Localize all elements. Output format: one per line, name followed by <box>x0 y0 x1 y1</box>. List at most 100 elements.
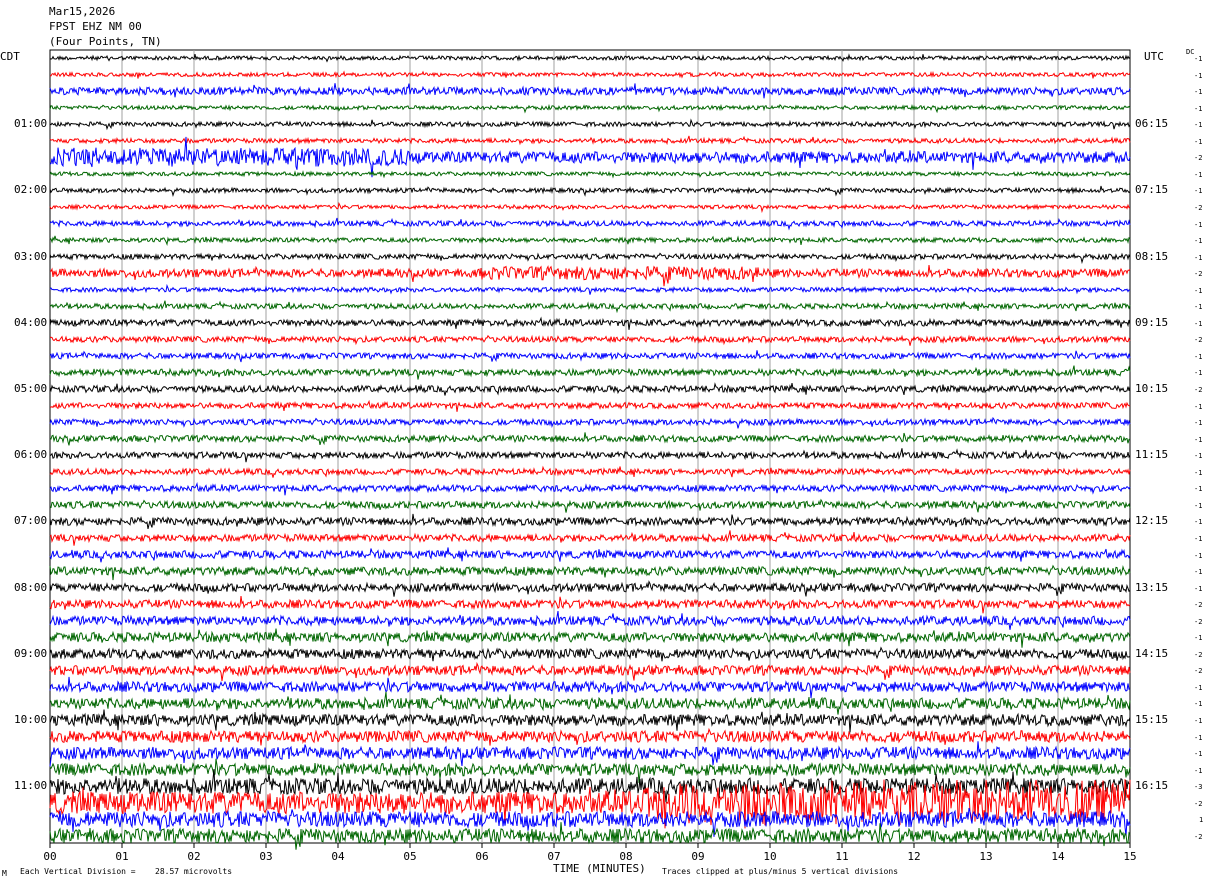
dc-offset-label: -1 <box>1194 485 1203 494</box>
scale-value: 28.57 microvolts <box>155 867 233 876</box>
trace-line <box>49 661 1131 681</box>
x-tick-label: 01 <box>115 850 128 863</box>
x-tick-label: 13 <box>979 850 992 863</box>
dc-offset-label: -2 <box>1194 650 1203 659</box>
x-tick-label: 11 <box>835 850 848 863</box>
x-tick-label: 05 <box>403 850 416 863</box>
trace-line <box>49 768 1130 803</box>
left-hour-label: 06:00 <box>14 448 48 462</box>
header-station: FPST EHZ NM 00 <box>49 20 142 33</box>
trace-line <box>49 564 1131 581</box>
x-tick-label: 14 <box>1051 850 1065 863</box>
trace-line <box>49 741 1131 767</box>
trace-line <box>49 807 1131 837</box>
dc-offset-label: -1 <box>1194 501 1203 510</box>
dc-offset-label: -1 <box>1194 303 1203 312</box>
dc-offset-label: -2 <box>1194 799 1203 808</box>
scale-prefix: Each Vertical Division = <box>20 867 136 876</box>
dc-offset-label: -1 <box>1194 568 1203 577</box>
right-hour-label: 07:15 <box>1135 183 1169 197</box>
right-hour-label: 12:15 <box>1135 514 1169 528</box>
dc-offset-label: -1 <box>1194 750 1203 759</box>
trace-line <box>49 432 1131 446</box>
trace-line <box>49 83 1131 99</box>
trace-line <box>49 628 1131 648</box>
dc-offset-label: -1 <box>1194 88 1203 97</box>
x-tick-label: 09 <box>691 850 704 863</box>
dc-offset-label: -1 <box>1194 534 1203 543</box>
left-hour-label: 02:00 <box>14 183 48 197</box>
left-hour-label: 04:00 <box>14 315 48 329</box>
seismic-traces <box>49 53 1131 850</box>
trace-line <box>49 70 1131 80</box>
x-tick-label: 02 <box>187 850 200 863</box>
dc-offset-label: -1 <box>1194 452 1203 461</box>
trace-line <box>49 252 1131 265</box>
dc-offset-label: -2 <box>1194 386 1203 394</box>
right-hour-label: 11:15 <box>1135 448 1169 462</box>
dc-offset-label: -1 <box>1194 220 1203 229</box>
x-axis-ticks: 00 01 02 03 04 05 06 07 08 09 10 11 12 13 14 15 <box>43 843 1137 863</box>
left-hour-label: 05:00 <box>14 382 48 395</box>
dc-offset-label: -1 <box>1194 468 1203 477</box>
dc-offset-label: -1 <box>1194 286 1203 295</box>
right-timezone-label: UTC <box>1144 50 1164 63</box>
dc-offset-label: -1 <box>1194 319 1203 328</box>
trace-line <box>49 118 1131 131</box>
trace-line <box>49 103 1131 114</box>
x-tick-label: 03 <box>259 850 272 863</box>
left-timezone-label: CDT <box>0 50 20 63</box>
dc-offset-label: -1 <box>1194 419 1203 428</box>
dc-offset-label: -1 <box>1194 766 1203 775</box>
trace-line <box>49 822 1131 850</box>
trace-line <box>49 596 1131 614</box>
plot-frame <box>49 49 1131 844</box>
trace-line <box>49 135 1131 146</box>
dc-offset-label: -2 <box>1194 617 1203 626</box>
dc-offset-label: -1 <box>1194 237 1203 246</box>
left-hour-label: 07:00 <box>14 514 48 528</box>
x-tick-label: 04 <box>331 850 345 863</box>
right-hour-label: 06:15 <box>1135 117 1169 131</box>
dc-offset-label: -2 <box>1194 270 1203 279</box>
x-tick-label: 00 <box>43 850 56 863</box>
dc-offset-label: -1 <box>1194 71 1203 80</box>
trace-line <box>49 709 1131 733</box>
dc-offset-label: -1 <box>1194 683 1203 692</box>
trace-line <box>49 170 1131 179</box>
dc-offset-label: 1 <box>1199 816 1204 825</box>
trace-line <box>49 530 1131 546</box>
dc-offset-label: -1 <box>1194 634 1203 643</box>
dc-offset-label: -1 <box>1194 402 1203 411</box>
right-hour-label: 10:15 <box>1135 382 1169 395</box>
x-tick-label: 08 <box>619 850 632 863</box>
left-hour-label: 01:00 <box>14 117 48 131</box>
dc-offset-label: -2 <box>1194 203 1203 212</box>
dc-offset-label: -1 <box>1194 104 1203 113</box>
left-hour-label: 03:00 <box>14 249 48 263</box>
corner-mark: M <box>2 869 7 878</box>
trace-line <box>49 382 1131 396</box>
trace-line <box>49 691 1131 715</box>
trace-line <box>50 399 1131 412</box>
trace-line <box>49 779 1131 829</box>
dc-offset-label: -2 <box>1194 667 1203 676</box>
trace-line <box>49 482 1131 496</box>
dc-offset-label: -3 <box>1194 783 1203 792</box>
trace-line <box>49 334 1131 346</box>
trace-line <box>49 465 1131 478</box>
trace-line <box>49 283 1131 295</box>
right-hour-label: 13:15 <box>1135 580 1169 594</box>
trace-line <box>49 758 1131 784</box>
dc-offset-label: -1 <box>1194 121 1203 130</box>
dc-offset-label: -2 <box>1194 154 1203 163</box>
left-hour-label: 08:00 <box>14 580 48 594</box>
dc-offset-label: -1 <box>1194 700 1203 709</box>
dc-offset-label: -1 <box>1194 733 1203 742</box>
trace-line <box>49 300 1131 314</box>
dc-offset-label: -1 <box>1194 253 1203 262</box>
x-axis-title: TIME (MINUTES) <box>553 862 646 875</box>
trace-line <box>49 547 1131 563</box>
dc-offset-label: -1 <box>1194 518 1203 527</box>
